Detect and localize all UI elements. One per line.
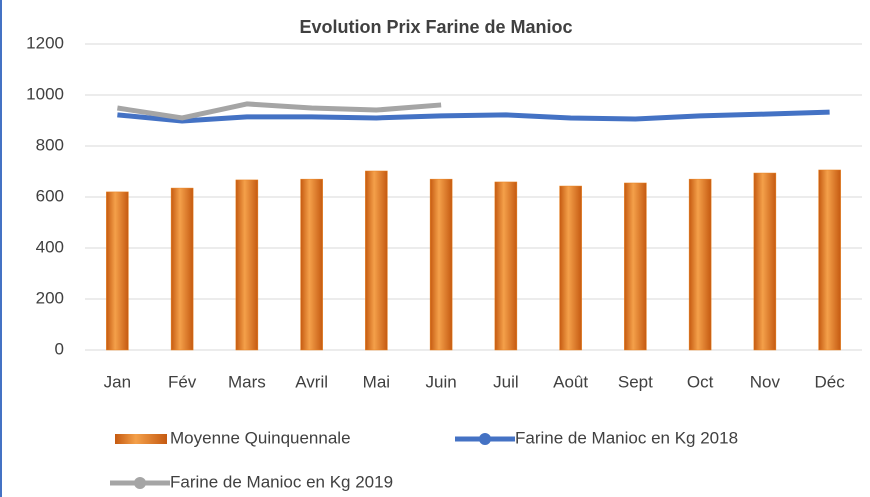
- bar: [235, 179, 259, 351]
- y-tick-label: 1200: [26, 33, 64, 52]
- legend-label: Moyenne Quinquennale: [170, 428, 351, 447]
- x-tick-label: Avril: [295, 372, 328, 391]
- x-tick-label: Déc: [815, 372, 846, 391]
- x-tick-label: Oct: [687, 372, 714, 391]
- y-tick-label: 400: [36, 237, 64, 256]
- bar: [818, 169, 841, 351]
- bar: [688, 178, 712, 351]
- line-series: [117, 109, 830, 124]
- x-tick-label: Mars: [228, 372, 266, 391]
- bar: [365, 170, 388, 351]
- x-tick-label: Juin: [426, 372, 457, 391]
- bar: [559, 185, 582, 351]
- bar: [624, 182, 647, 351]
- legend-marker: [479, 433, 491, 445]
- x-tick-label: Sept: [618, 372, 653, 391]
- chart-title: Evolution Prix Farine de Manioc: [299, 17, 572, 37]
- line-series: [116, 101, 442, 121]
- y-tick-label: 600: [36, 186, 64, 205]
- y-tick-label: 200: [36, 288, 64, 307]
- bar: [170, 187, 194, 351]
- bar: [753, 172, 777, 351]
- y-tick-label: 1000: [26, 84, 64, 103]
- x-tick-label: Jan: [104, 372, 131, 391]
- bar: [300, 178, 323, 351]
- legend-swatch: [115, 434, 167, 444]
- x-tick-label: Fév: [168, 372, 197, 391]
- x-tick-label: Nov: [750, 372, 781, 391]
- legend-marker: [134, 477, 146, 489]
- y-tick-label: 800: [36, 135, 64, 154]
- x-tick-label: Août: [553, 372, 588, 391]
- bar: [106, 191, 129, 351]
- bar: [429, 178, 453, 351]
- y-tick-label: 0: [55, 339, 64, 358]
- x-tick-label: Juil: [493, 372, 519, 391]
- x-tick-label: Mai: [363, 372, 390, 391]
- legend-label: Farine de Manioc en Kg 2018: [515, 428, 738, 447]
- bar: [494, 181, 518, 351]
- legend-label: Farine de Manioc en Kg 2019: [170, 472, 393, 491]
